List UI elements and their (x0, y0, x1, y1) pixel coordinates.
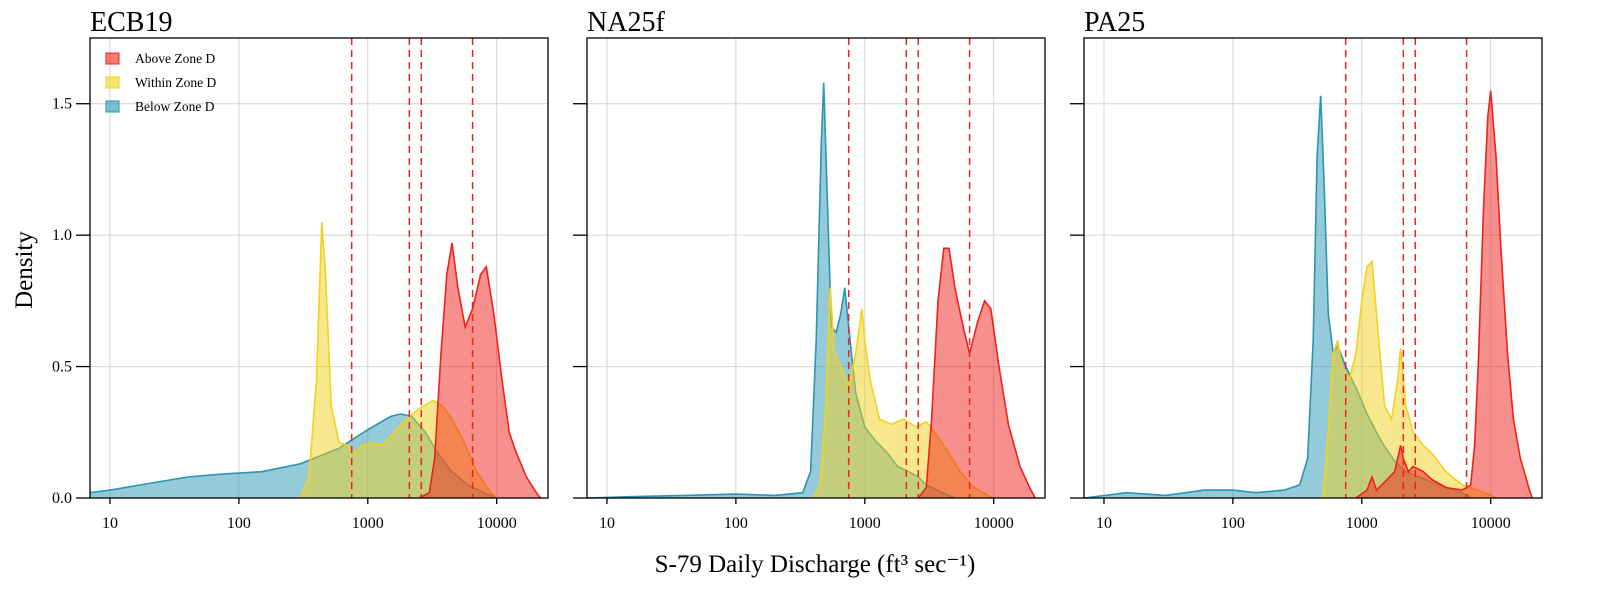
panel-2: 10 100 1000 10000 NA25f (573, 7, 1046, 532)
legend-swatch-below (105, 100, 120, 113)
x-tick-label: 1000 (849, 515, 881, 532)
x-tick-label: 10 (102, 515, 118, 532)
panels: 10 100 1000 10000 0.0 0.5 1.0 1.5 ECB19 10 100 1000… (52, 7, 1543, 532)
legend-swatch-above (105, 52, 120, 65)
density-area-within (1323, 261, 1496, 498)
panel-3: 10 100 1000 10000 PA25 (1070, 7, 1543, 532)
legend-label-below: Below Zone D (135, 99, 215, 114)
density-area-above (1355, 90, 1533, 498)
density-line-above (1355, 90, 1533, 499)
x-tick-label: 10000 (974, 515, 1014, 532)
panel-frame (89, 37, 549, 499)
x-tick-label: 10 (1096, 515, 1112, 532)
y-axis-label: Density (11, 231, 38, 309)
density-area-above (419, 243, 541, 498)
panel-1: 10 100 1000 10000 0.0 0.5 1.0 1.5 ECB19 (52, 7, 549, 532)
y-tick-label: 0.0 (52, 490, 72, 507)
x-axis-label: S-79 Daily Discharge (ft³ sec⁻¹) (655, 551, 976, 578)
x-tick-label: 100 (1221, 515, 1245, 532)
x-tick-label: 100 (227, 515, 251, 532)
density-line-within (1322, 259, 1497, 499)
panel-title: PA25 (1084, 7, 1145, 38)
legend-label-within: Within Zone D (135, 75, 216, 90)
legend-label-above: Above Zone D (135, 51, 215, 66)
x-tick-label: 10000 (1471, 515, 1511, 532)
legend-swatch-within (105, 76, 120, 89)
x-tick-label: 1000 (1346, 515, 1378, 532)
x-tick-label: 10 (599, 515, 615, 532)
density-line-above (418, 242, 542, 499)
panel-frame (586, 37, 1046, 499)
density-area-above (918, 248, 1036, 498)
panel-title: ECB19 (90, 7, 172, 38)
x-tick-label: 1000 (352, 515, 384, 532)
panel-frame (1083, 37, 1543, 499)
x-tick-label: 10000 (477, 515, 517, 532)
y-tick-label: 1.0 (52, 227, 72, 244)
panel-title: NA25f (587, 7, 665, 38)
x-tick-label: 100 (724, 515, 748, 532)
y-tick-label: 1.5 (52, 96, 72, 113)
y-tick-label: 0.5 (52, 359, 72, 376)
density-area-within (813, 287, 994, 498)
legend: Above Zone D Within Zone D Below Zone D (105, 51, 216, 114)
